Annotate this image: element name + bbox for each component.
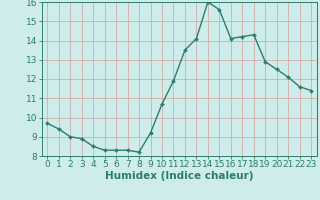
X-axis label: Humidex (Indice chaleur): Humidex (Indice chaleur) xyxy=(105,171,253,181)
